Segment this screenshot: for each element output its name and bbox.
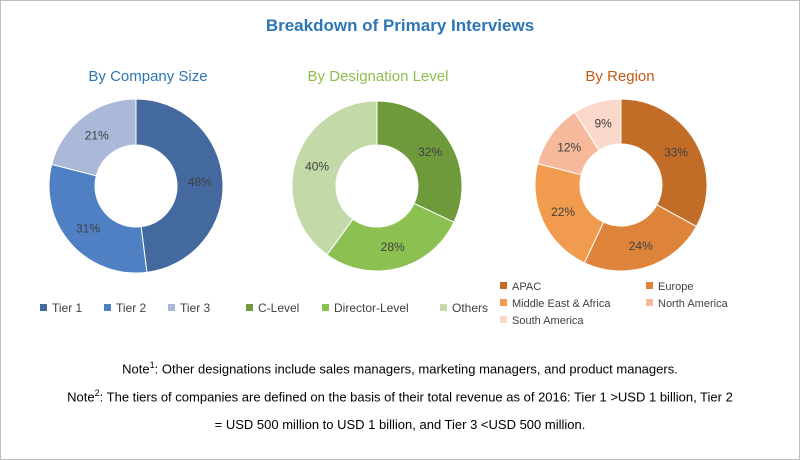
designation-level-title: By Designation Level xyxy=(307,68,449,85)
data-label: 32% xyxy=(418,145,442,159)
legend-label: Others xyxy=(452,301,489,315)
legend-item-europe: Europe xyxy=(646,281,693,293)
legend-swatch xyxy=(646,299,653,306)
legend-swatch xyxy=(500,282,507,289)
data-label: 40% xyxy=(305,160,329,174)
legend-item-south-america: South America xyxy=(500,315,584,327)
legend-label: Middle East & Africa xyxy=(512,298,611,310)
legend-item-c-level: C-Level xyxy=(246,301,299,315)
donut-slice xyxy=(376,100,463,223)
legend-item-north-america: North America xyxy=(646,298,728,310)
legend-swatch xyxy=(104,304,111,311)
region-title: By Region xyxy=(585,68,655,85)
note-1-text: : Other designations include sales manag… xyxy=(154,361,678,377)
legend-swatch xyxy=(500,299,507,306)
region-donut: 33% 24% 22% 12% 9% xyxy=(534,98,708,272)
legend-label: North America xyxy=(658,298,728,310)
data-label: 31% xyxy=(76,221,100,235)
note-2-continued: = USD 500 million to USD 1 billion, and … xyxy=(214,417,586,432)
data-label: 12% xyxy=(557,140,581,154)
legend-swatch xyxy=(500,316,507,323)
note-1: Note1: Other designations include sales … xyxy=(0,360,800,376)
data-label: 9% xyxy=(594,117,612,131)
legend-item-middle-east-africa: Middle East & Africa xyxy=(500,298,610,310)
legend-label: Europe xyxy=(658,281,694,293)
note-2: Note2: The tiers of companies are define… xyxy=(0,388,800,404)
legend-item-director-level: Director-Level xyxy=(322,301,409,315)
legend-item-others: Others xyxy=(440,301,488,315)
data-label: 28% xyxy=(381,240,405,254)
data-label: 33% xyxy=(664,145,688,159)
legend-label: Tier 1 xyxy=(52,301,83,315)
legend-label: C-Level xyxy=(258,301,300,315)
legend-swatch xyxy=(40,304,47,311)
legend-swatch xyxy=(322,304,329,311)
donut-slice xyxy=(135,98,224,273)
legend-item-tier-2: Tier 2 xyxy=(104,301,146,315)
chart-title: Breakdown of Primary Interviews xyxy=(265,16,535,35)
legend-swatch xyxy=(168,304,175,311)
legend-label: Tier 3 xyxy=(180,301,211,315)
note-2-text: : The tiers of companies are defined on … xyxy=(99,389,733,405)
note-1-prefix: Note xyxy=(122,361,150,377)
legend-label: Director-Level xyxy=(334,301,409,315)
note-1-superscript: 1 xyxy=(149,360,155,370)
note-2-superscript: 2 xyxy=(94,388,100,398)
data-label: 22% xyxy=(551,205,575,219)
note-2-prefix: Note xyxy=(67,389,95,405)
legend-swatch xyxy=(440,304,447,311)
data-label: 21% xyxy=(85,128,109,142)
designation-level-donut: 32% 28% 40% xyxy=(291,100,463,272)
legend-swatch xyxy=(646,282,653,289)
donut-slice xyxy=(620,98,708,228)
company-size-donut: 48% 31% 21% xyxy=(48,98,224,274)
legend-item-tier-1: Tier 1 xyxy=(40,301,82,315)
donut-slice xyxy=(326,202,455,272)
legend-label: Tier 2 xyxy=(116,301,147,315)
donut-slice xyxy=(48,163,148,274)
data-label: 48% xyxy=(188,175,212,189)
legend-item-apac: APAC xyxy=(500,281,541,293)
donut-slice xyxy=(583,204,698,272)
legend-swatch xyxy=(246,304,253,311)
donut-slice xyxy=(291,100,378,256)
donut-slice xyxy=(534,163,605,264)
legend-item-tier-3: Tier 3 xyxy=(168,301,210,315)
company-size-title: By Company Size xyxy=(88,68,208,85)
legend-label: South America xyxy=(512,315,584,327)
donut-slice xyxy=(574,98,622,152)
legend-label: APAC xyxy=(512,281,542,293)
data-label: 24% xyxy=(629,239,653,253)
donut-slice xyxy=(51,98,137,177)
